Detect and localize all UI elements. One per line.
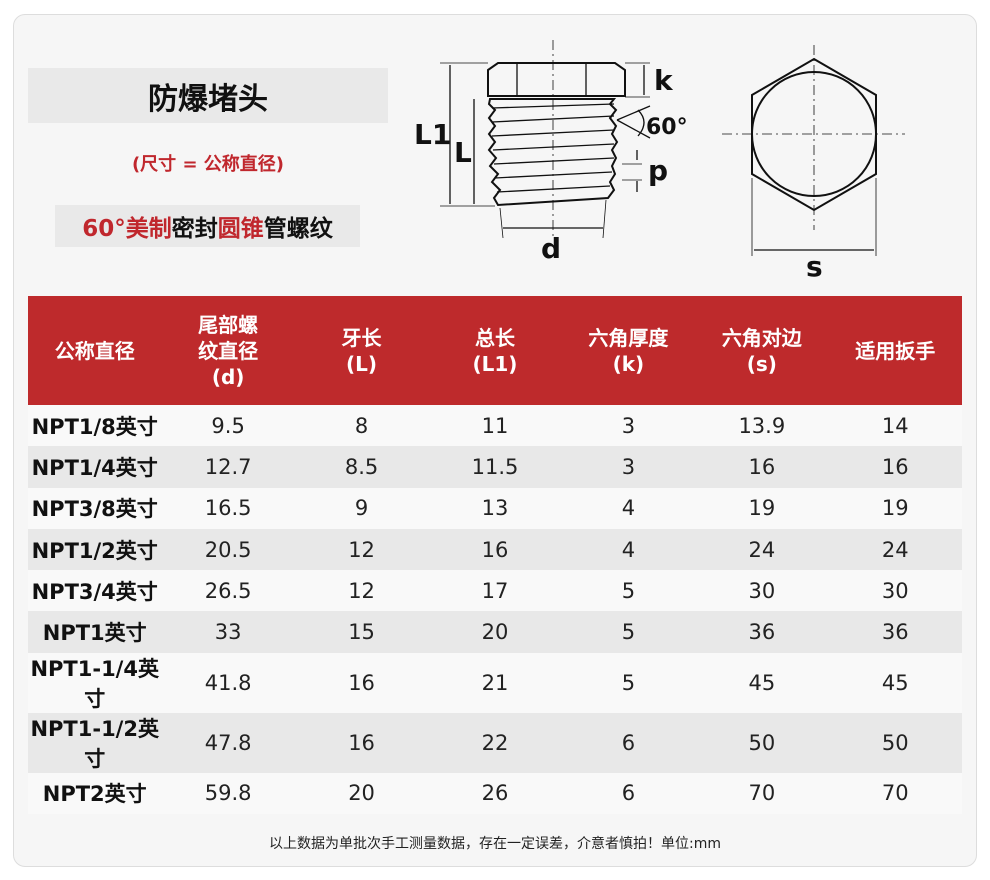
table-cell: 9.5 (161, 405, 295, 447)
label-p: p (648, 154, 668, 187)
table-cell: 16 (428, 528, 562, 571)
product-title: 防爆堵头 (28, 68, 388, 123)
table-cell: 30 (828, 570, 962, 612)
table-cell: 36 (828, 611, 962, 653)
column-header: 适用扳手 (828, 296, 962, 405)
table-cell: 11.5 (428, 446, 562, 488)
table-row: NPT1/4英寸 12.7 8.5 11.5 3 16 16 (28, 446, 962, 488)
table-cell: 3 (561, 446, 696, 488)
table-row: NPT1/2英寸 20.5 12 16 4 24 24 (28, 528, 962, 571)
table-cell: 47.8 (161, 712, 295, 773)
table-cell: 19 (695, 487, 829, 529)
column-header: 六角厚度 (k) (561, 296, 696, 405)
table-cell: 9 (294, 487, 429, 529)
table-cell: 33 (161, 611, 295, 653)
column-header: 尾部螺 纹直径 (d) (161, 296, 295, 405)
table-row: NPT1英寸 33 15 20 5 36 36 (28, 611, 962, 653)
table-cell: NPT1/8英寸 (28, 405, 162, 447)
table-cell: 45 (695, 652, 829, 713)
table-cell: NPT1/4英寸 (28, 446, 162, 488)
table-cell: 14 (828, 405, 962, 447)
table-cell: 8.5 (294, 446, 429, 488)
table-cell: 59.8 (161, 772, 295, 815)
table-cell: 5 (561, 652, 696, 713)
table-cell: 4 (561, 528, 696, 571)
table-cell: 6 (561, 772, 696, 815)
table-cell: 20 (428, 611, 562, 653)
table-cell: NPT3/8英寸 (28, 487, 162, 529)
table-cell: 3 (561, 405, 696, 447)
label-L: L (454, 136, 472, 169)
table-cell: 12.7 (161, 446, 295, 488)
column-header: 总长 (L1) (428, 296, 562, 405)
thread-part: 管螺纹 (263, 216, 333, 242)
table-cell: 13.9 (695, 405, 829, 447)
table-cell: 6 (561, 712, 696, 773)
table-cell: 15 (294, 611, 429, 653)
table-cell: 20 (294, 772, 429, 815)
table-cell: 17 (428, 570, 562, 612)
column-header: 六角对边 (s) (695, 296, 829, 405)
table-row: NPT1/8英寸 9.5 8 11 3 13.9 14 (28, 405, 962, 447)
table-cell: 30 (695, 570, 829, 612)
label-k: k (654, 64, 674, 97)
table-cell: 50 (828, 712, 962, 773)
table-cell: 11 (428, 405, 562, 447)
label-d: d (541, 232, 561, 265)
table-cell: NPT1英寸 (28, 611, 162, 653)
table-cell: 24 (695, 528, 829, 571)
table-cell: 26.5 (161, 570, 295, 612)
table-cell: 12 (294, 528, 429, 571)
table-cell: NPT2英寸 (28, 772, 162, 815)
table-cell: 16 (828, 446, 962, 488)
table-cell: 21 (428, 652, 562, 713)
table-cell: 5 (561, 611, 696, 653)
table-cell: 45 (828, 652, 962, 713)
thread-part: 密封 (171, 216, 218, 242)
label-L1: L1 (414, 118, 451, 151)
table-cell: NPT3/4英寸 (28, 570, 162, 612)
table-cell: 24 (828, 528, 962, 571)
table-cell: 8 (294, 405, 429, 447)
label-angle: 60° (646, 115, 688, 140)
thread-part: 60°美制 (82, 216, 172, 242)
footer-note: 以上数据为单批次手工测量数据，存在一定误差，介意者慎拍！单位:mm (269, 836, 721, 852)
size-note: (尺寸 = 公称直径) (131, 154, 285, 175)
thread-part: 圆锥 (217, 216, 264, 242)
table-cell: 70 (828, 772, 962, 815)
table-row: NPT3/4英寸 26.5 12 17 5 30 30 (28, 570, 962, 612)
table-cell: 13 (428, 487, 562, 529)
column-header: 牙长 (L) (294, 296, 429, 405)
table-cell: 50 (695, 712, 829, 773)
table-cell: 22 (428, 712, 562, 773)
spec-table: 公称直径 尾部螺 纹直径 (d) 牙长 (L) 总长 (L1) 六角厚度 (k) 六角对边… (28, 296, 962, 815)
label-s: s (806, 250, 823, 283)
table-row: NPT3/8英寸 16.5 9 13 4 19 19 (28, 487, 962, 529)
table-row: NPT2英寸 59.8 20 26 6 70 70 (28, 772, 962, 815)
thread-type: 60°美制 密封 圆锥 管螺纹 (55, 205, 360, 247)
table-cell: 19 (828, 487, 962, 529)
table-cell: 20.5 (161, 528, 295, 571)
table-cell: NPT1-1/4英寸 (28, 652, 162, 713)
plug-dimension-diagram: L1 L k 60° p d s (414, 40, 905, 283)
table-cell: 41.8 (161, 652, 295, 713)
table-cell: 4 (561, 487, 696, 529)
table-cell: 70 (695, 772, 829, 815)
table-cell: 12 (294, 570, 429, 612)
table-cell: NPT1/2英寸 (28, 528, 162, 571)
table-cell: 5 (561, 570, 696, 612)
table-cell: 36 (695, 611, 829, 653)
table-cell: 16 (294, 712, 429, 773)
column-header: 公称直径 (28, 296, 162, 405)
table-cell: 16 (294, 652, 429, 713)
table-cell: 16.5 (161, 487, 295, 529)
table-cell: 26 (428, 772, 562, 815)
table-cell: NPT1-1/2英寸 (28, 712, 162, 773)
table-cell: 16 (695, 446, 829, 488)
table-row: NPT1-1/4英寸 41.8 16 21 5 45 45 (28, 652, 962, 713)
table-row: NPT1-1/2英寸 47.8 16 22 6 50 50 (28, 712, 962, 773)
